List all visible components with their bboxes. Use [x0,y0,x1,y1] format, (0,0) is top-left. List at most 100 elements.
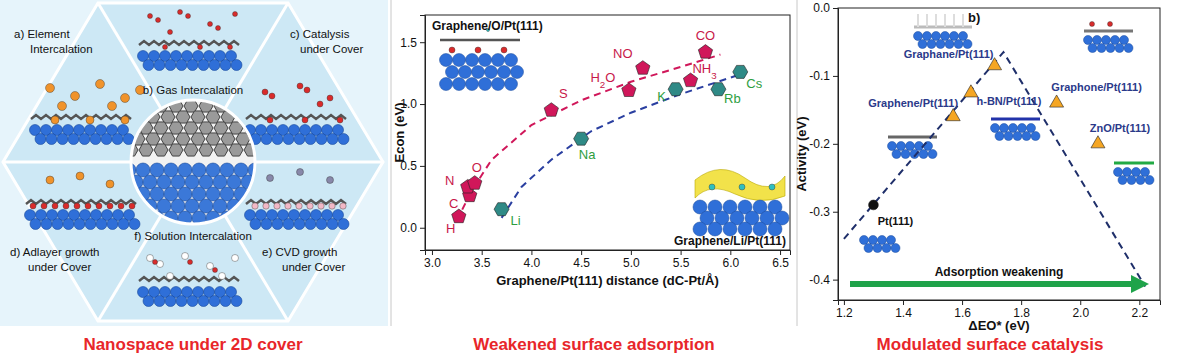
atom [269,93,275,99]
atom [52,203,58,209]
tick-label: 1.2 [836,306,853,320]
pt-atom [52,219,63,230]
atom [274,203,280,209]
pt-atom [220,296,231,307]
atom [337,117,343,123]
graphene-cell [161,111,175,123]
graphene-cell [199,144,213,156]
graphene-cell [154,144,168,156]
pt-atom [206,187,220,201]
pt-atom [305,219,316,230]
atom [30,203,36,209]
inset-atom [897,142,906,151]
inset-atom [991,124,1000,133]
annotation: b) [968,10,980,25]
atom [262,89,268,95]
tick-mark [531,250,532,255]
pt-atom [122,163,136,177]
caption: Nanospace under 2D cover [83,335,303,354]
tick-label: -0.4 [809,273,830,287]
inset-atom [1088,44,1097,53]
pt-atom [165,296,176,307]
graphene-cell [176,111,190,123]
inset-atom [891,244,900,253]
pt-atom [118,219,129,230]
atom [96,203,102,209]
pt-atom [107,219,118,230]
tick: 3.0 [424,250,441,270]
pt-atom [165,60,176,71]
point-label: Graphane/Pt(111) [904,48,994,60]
tick: -0.4 [809,273,838,287]
pt-atom [46,134,57,145]
point [494,203,509,216]
tick: 5.5 [673,250,690,270]
pt-atom [209,296,220,307]
tick-label: 4.0 [524,256,541,270]
inset-atom [869,236,878,245]
pt-atom [272,219,283,230]
atom [207,263,214,270]
inset-atom [1093,36,1102,45]
atom [340,203,346,209]
panel-label: d) Adlayer growth [10,246,100,258]
tick-mark [833,144,838,145]
inset-atom [1124,44,1133,53]
inset-atom [923,32,932,41]
axis-line [426,251,791,256]
inset-atom [466,54,479,67]
inset-h [953,14,955,27]
inset-atom [1127,176,1136,185]
axis-title: Econ (eV) [392,103,407,163]
point-label: Graphone/Pt(111) [1051,81,1142,93]
pt-atom [101,134,112,145]
inset-atom [1120,36,1129,45]
atom [267,117,273,123]
graphene-cell [229,100,243,112]
pt-atom [35,134,46,145]
atom [121,116,129,124]
fit-line [502,74,741,217]
inset-atom [864,244,873,253]
tick-mark [420,166,425,167]
pt-atom [338,134,349,145]
atom [208,22,213,27]
atom [327,177,334,184]
axis-line [833,9,839,301]
point-label: Cs [746,76,762,91]
point-label: Graphene/Pt(111) [868,97,958,109]
pt-atom [231,296,242,307]
tick-mark [833,8,838,9]
tick-label: 1.4 [895,306,912,320]
pt-atom [234,163,248,177]
pt-atom [316,134,327,145]
x-axis: 3.03.54.04.55.05.56.06.5 [424,250,790,270]
tick-label: 0.0 [813,1,830,15]
tick: -0.2 [809,137,838,151]
pt-atom [123,134,134,145]
tick-mark [730,250,731,255]
atom [263,203,269,209]
pt-atom [198,296,209,307]
atom [51,116,59,124]
inset-h [962,14,964,27]
atom [46,84,55,93]
tick-mark [903,300,904,305]
inset-atom [1123,168,1132,177]
tick: 4.5 [573,250,590,270]
tick-mark [833,212,838,213]
atom [232,255,239,262]
graphene-cell [146,133,160,145]
atom [147,255,154,262]
atom [304,87,310,93]
inset-atom [941,32,950,41]
atom [41,203,47,209]
annotation: Graphene/Li/Pt(111) [674,234,786,248]
atom [307,203,313,209]
inset-atom [492,78,505,91]
atom [1090,22,1095,27]
pt-atom [248,211,262,225]
inset-atom [882,244,891,253]
inset-atom [1136,176,1145,185]
tick-mark [962,300,963,305]
